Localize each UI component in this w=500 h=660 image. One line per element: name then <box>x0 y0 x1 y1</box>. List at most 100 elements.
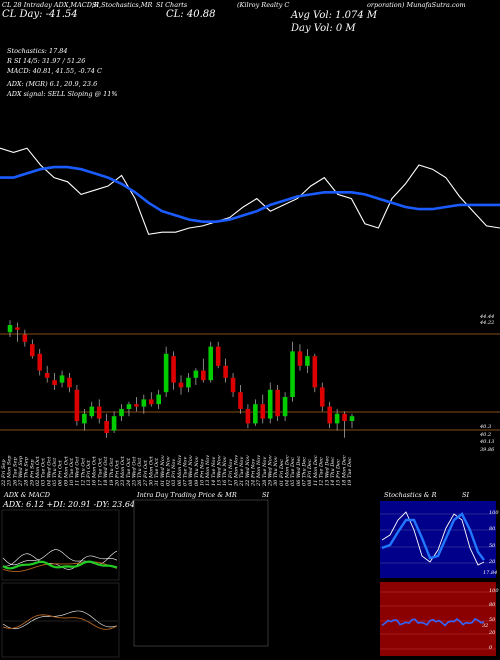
date-tick-label: 22 Wed Nov <box>245 455 251 487</box>
candle-body <box>193 370 199 378</box>
candle-body <box>223 365 228 378</box>
date-tick-label: 30 Thu Nov <box>273 456 279 486</box>
date-tick-label: 16 Thu Nov <box>222 456 228 486</box>
stoch-tick-20: 20 <box>488 559 496 565</box>
moving-average-line <box>0 165 500 223</box>
price-level-top1: 44.44 <box>479 314 494 320</box>
candle-body <box>104 421 109 433</box>
stoch-tick-80: 80 <box>489 526 496 532</box>
candle-body <box>290 351 295 397</box>
header-line1-mid2: SI Charts <box>156 1 188 9</box>
candlestick-layer <box>7 320 355 438</box>
stoch-tick-100: 100 <box>489 510 499 516</box>
candle-body <box>82 413 87 424</box>
stoch-panel-title-suffix: SI <box>462 491 470 499</box>
price-level-bottom2: 40.2 <box>479 432 491 438</box>
candle-body <box>334 413 340 424</box>
date-tick-label: 03 Tue Oct <box>41 457 47 486</box>
price-level-top2: 44.22 <box>479 320 494 326</box>
stoch-panel-title: Stochastics & R <box>384 491 437 499</box>
candle-body <box>59 375 65 383</box>
macd-white-line <box>2 610 118 630</box>
candle-body <box>52 380 57 385</box>
adx-lines <box>2 549 118 573</box>
candle-body <box>230 377 236 393</box>
candle-body <box>201 370 206 381</box>
price-level-bottom1: 40.3 <box>479 424 491 430</box>
macd-panel-box <box>1 582 120 658</box>
date-tick-label: 13 Fri Oct <box>86 459 92 486</box>
stoch-panel-box <box>380 501 496 578</box>
date-tick-label: 31 Tue Oct <box>154 457 160 486</box>
date-tick-label: 19 Thu Oct <box>109 457 115 486</box>
candle-body <box>238 392 243 409</box>
date-tick-label: 11 Mon Dec <box>313 455 319 486</box>
date-tick-label: 17 Fri Nov <box>228 459 234 486</box>
date-tick-label: 16 Mon Oct <box>92 455 98 486</box>
date-tick-label: 09 Mon Oct <box>63 455 69 486</box>
stochastics-readout: Stochastics: 17.84 <box>7 47 68 55</box>
mrsi-panel-box <box>133 499 269 647</box>
header-line1-right2: orporation) MunafaSutra.com <box>367 1 466 9</box>
mrsi-panel-title-suffix: SI <box>262 491 270 499</box>
price-line <box>0 147 500 235</box>
adx-signal-readout: ADX signal: SELL Sloping @ 11% <box>7 90 118 98</box>
date-tick-label: 26 Tue Sep <box>12 457 18 487</box>
date-tick-label: 28 Tue Nov <box>262 457 268 487</box>
stoch-tick-50: 50 <box>489 543 496 549</box>
candle-body <box>156 394 161 405</box>
date-tick-label: 12 Thu Oct <box>80 457 86 486</box>
price-level-bottom4: 39.86 <box>480 447 495 453</box>
adx-panel-title: ADX & MACD <box>4 491 50 499</box>
rsi-panel-box <box>380 582 496 656</box>
date-tick-label: 18 Wed Oct <box>103 456 109 486</box>
plus-di-line <box>2 549 118 566</box>
candle-body <box>245 409 251 424</box>
date-axis: 22 Fri Sep 25 Mon Sep 26 Tue Sep 27 Wed Sep… <box>1 455 353 487</box>
mrsi-panel-title: Intra Day Trading Price & MR <box>137 491 237 499</box>
close-price-label: CL: 40.88 <box>166 9 216 20</box>
moving-average-layer <box>0 147 500 235</box>
candle-body <box>37 353 43 371</box>
rsi-readout: R SI 14/5: 31.97 / 51.26 <box>7 57 86 65</box>
date-tick-label: 28 Thu Sep <box>24 456 30 487</box>
date-tick-label: 04 Wed Oct <box>46 456 52 486</box>
date-tick-label: 13 Mon Nov <box>205 455 211 486</box>
date-tick-label: 24 Tue Oct <box>126 457 132 487</box>
candle-body <box>7 325 13 333</box>
day-volume-label: Day Vol: 0 M <box>291 23 356 34</box>
date-tick-label: 13 Wed Dec <box>324 456 330 486</box>
candle-body <box>171 356 176 383</box>
date-tick-label: 29 Wed Nov <box>268 455 274 487</box>
date-tick-label: 18 Mon Dec <box>341 455 347 486</box>
date-tick-label: 14 Tue Nov <box>211 457 217 486</box>
candle-body <box>178 382 184 388</box>
candle-body <box>30 344 35 357</box>
rsi-tick-20: 20 <box>488 630 496 636</box>
stoch-d-line <box>381 512 485 561</box>
candle-body <box>119 409 124 417</box>
date-tick-label: 06 Wed Dec <box>296 456 302 486</box>
date-tick-label: 22 Fri Sep <box>1 459 7 487</box>
candle-body <box>15 327 20 330</box>
rsi-line <box>381 617 485 627</box>
date-tick-label: 26 Thu Oct <box>137 457 143 487</box>
date-tick-label: 25 Mon Sep <box>7 455 13 487</box>
macd-orange-line <box>2 614 118 630</box>
date-tick-label: 02 Thu Nov <box>166 456 172 486</box>
candle-body <box>305 356 310 366</box>
macd-readout: MACD: 40.81, 41.55, -0.74 C <box>7 67 102 75</box>
candle-body <box>260 404 266 419</box>
rsi-tick-0: 0 <box>489 645 493 651</box>
date-tick-label: 25 Wed Oct <box>131 456 137 487</box>
main-price-chart: 44.44 44.22 40.3 40.2 40.13 39.86 22 Fri… <box>0 147 500 487</box>
date-tick-label: 01 Wed Nov <box>160 455 166 486</box>
date-tick-label: 10 Fri Nov <box>200 459 206 486</box>
candle-body <box>126 404 132 409</box>
minus-di-line <box>2 553 118 570</box>
date-tick-label: 10 Tue Oct <box>69 457 75 486</box>
date-tick-label: 09 Thu Nov <box>194 456 200 486</box>
adx-readout: ADX: (MGR) 6.1, 20.9, 23.6 <box>7 80 98 88</box>
date-tick-label: 30 Mon Oct <box>148 455 154 486</box>
rsi-tick-50: 50 <box>489 617 496 623</box>
